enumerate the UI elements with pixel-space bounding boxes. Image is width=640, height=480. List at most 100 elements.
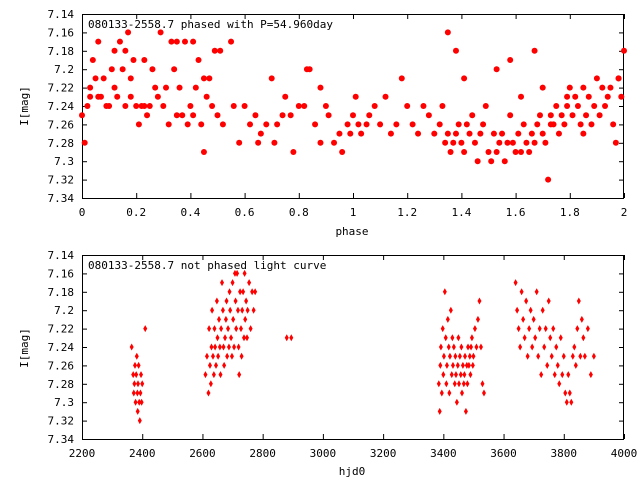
y-tick-label: 7.2 — [54, 304, 74, 317]
data-point — [543, 325, 548, 333]
data-point — [215, 334, 220, 342]
data-point — [366, 112, 373, 119]
data-point — [141, 103, 148, 109]
data-point — [452, 380, 457, 388]
data-point — [490, 130, 497, 137]
data-point — [287, 112, 294, 119]
data-point — [431, 130, 438, 137]
data-point — [583, 112, 590, 119]
data-point — [585, 325, 590, 333]
data-point — [108, 66, 115, 73]
x-tick-label: 1.4 — [451, 206, 471, 219]
data-point — [235, 269, 240, 277]
data-point — [176, 84, 183, 91]
data-point — [448, 306, 453, 314]
x-tick-label: 0.4 — [180, 206, 200, 219]
data-point — [216, 352, 221, 360]
data-point — [210, 352, 215, 360]
data-point — [569, 112, 576, 119]
data-point — [531, 139, 538, 146]
data-point — [516, 325, 521, 333]
data-point — [218, 371, 223, 379]
y-tick-label: 7.26 — [48, 118, 75, 131]
data-point — [358, 130, 365, 137]
data-point — [458, 139, 465, 146]
data-point — [488, 158, 495, 165]
data-point — [81, 139, 88, 146]
data-point — [438, 361, 443, 369]
data-point — [447, 149, 454, 155]
y-axis-label: I[mag] — [18, 86, 31, 126]
data-point — [499, 130, 506, 137]
data-point — [501, 158, 508, 165]
data-point — [553, 103, 560, 109]
data-point — [206, 75, 213, 82]
data-point — [554, 343, 559, 351]
data-point — [190, 38, 197, 45]
data-point — [507, 57, 514, 63]
data-point — [453, 352, 458, 360]
data-point — [289, 334, 294, 342]
data-point — [545, 176, 552, 183]
data-point — [456, 334, 461, 342]
data-point — [560, 371, 565, 379]
data-point — [228, 306, 233, 314]
data-point — [572, 93, 579, 100]
data-point — [561, 352, 566, 360]
x-tick-label: 3000 — [310, 447, 337, 460]
data-point — [493, 66, 500, 73]
data-point — [111, 84, 118, 91]
data-point — [547, 121, 554, 128]
data-point — [317, 84, 324, 91]
data-point — [207, 361, 212, 369]
x-tick-label: 3800 — [551, 447, 578, 460]
data-point — [387, 130, 394, 137]
data-point — [450, 139, 457, 146]
data-point — [452, 47, 459, 54]
data-point — [241, 288, 246, 296]
data-point — [241, 103, 248, 109]
data-point — [229, 334, 234, 342]
data-point — [596, 112, 603, 119]
y-tick-label: 7.26 — [48, 359, 75, 372]
data-point — [226, 325, 231, 333]
data-point — [89, 57, 96, 63]
data-point — [87, 93, 94, 100]
data-point — [531, 47, 538, 54]
data-point — [451, 343, 456, 351]
data-point — [393, 121, 400, 128]
data-point — [134, 371, 139, 379]
data-point — [470, 361, 475, 369]
data-point — [125, 29, 132, 36]
chart-title: 080133-2558.7 phased with P=54.960day — [88, 18, 333, 31]
y-tick-label: 7.18 — [48, 45, 75, 58]
data-point — [530, 343, 535, 351]
data-point — [236, 343, 241, 351]
data-point — [512, 149, 519, 155]
data-point — [585, 93, 592, 100]
data-point — [477, 130, 484, 137]
data-point — [465, 380, 470, 388]
x-tick-label: 2200 — [69, 447, 96, 460]
y-tick-label: 7.22 — [48, 323, 75, 336]
data-point — [222, 361, 227, 369]
data-point — [439, 103, 446, 109]
y-tick-label: 7.34 — [48, 433, 75, 446]
x-axis-label: phase — [335, 225, 368, 238]
data-point — [143, 325, 148, 333]
x-tick-label: 0.6 — [235, 206, 255, 219]
data-point — [518, 149, 525, 155]
data-point — [217, 343, 222, 351]
data-point — [355, 121, 362, 128]
data-point — [237, 371, 242, 379]
data-point — [236, 139, 243, 146]
data-point — [469, 334, 474, 342]
data-point — [468, 371, 473, 379]
y-tick-label: 7.16 — [48, 267, 75, 280]
data-point — [599, 84, 606, 91]
data-point — [131, 371, 136, 379]
data-point — [471, 352, 476, 360]
data-point — [200, 75, 207, 82]
data-point — [454, 398, 459, 406]
